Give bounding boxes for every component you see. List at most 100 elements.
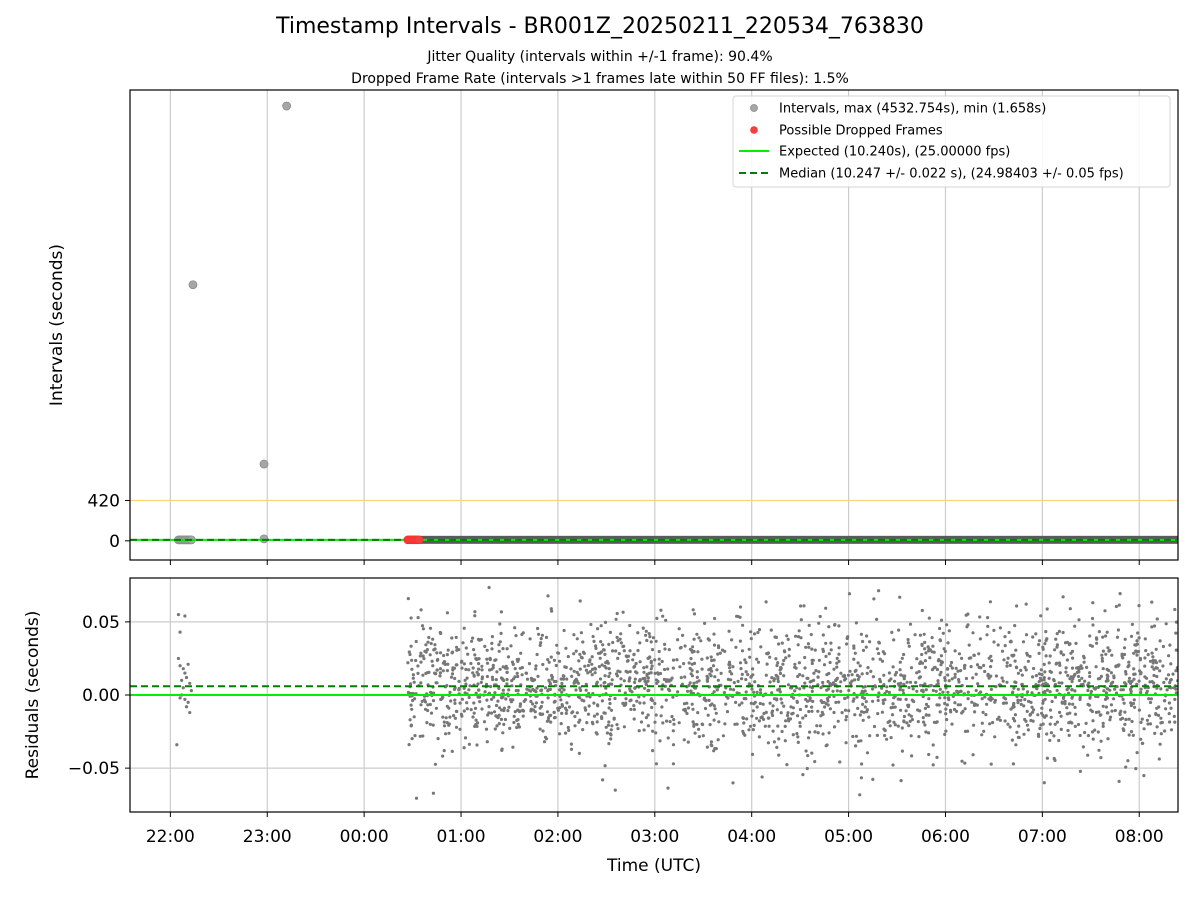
residual-point (988, 600, 993, 604)
residual-point (845, 642, 849, 646)
residual-point (480, 707, 484, 711)
residual-point (941, 631, 945, 635)
residual-point (716, 678, 720, 682)
residual-point (412, 715, 416, 719)
residual-point (977, 652, 981, 656)
legend-box (732, 95, 1171, 188)
residual-point (808, 696, 812, 700)
residual-point (1052, 734, 1056, 738)
residual-point (419, 608, 423, 612)
residual-point (408, 652, 412, 657)
residual-point (786, 683, 791, 687)
residual-point (438, 667, 443, 671)
residual-point (1048, 690, 1052, 694)
residual-point (1173, 607, 1177, 612)
residual-point (608, 671, 612, 675)
residual-point (1006, 722, 1010, 726)
residual-point (893, 705, 897, 709)
residual-point (453, 698, 457, 702)
residual-point (497, 686, 501, 691)
residual-point (816, 731, 820, 735)
residual-point (939, 618, 944, 622)
residual-point (1061, 630, 1065, 635)
residual-point (770, 691, 774, 695)
residual-point (614, 649, 618, 653)
residual-point (1097, 710, 1101, 714)
residual-point (441, 669, 445, 673)
residual-point (607, 667, 611, 671)
residual-point (912, 699, 916, 704)
residual-point (1106, 711, 1110, 715)
residual-point (1124, 765, 1128, 769)
residual-point (880, 659, 885, 663)
residual-point (607, 742, 611, 746)
residual-point (793, 665, 797, 669)
residual-point (657, 662, 661, 666)
residual-point (967, 643, 971, 647)
residual-point (569, 742, 574, 746)
residual-point (603, 620, 608, 625)
residual-point (1058, 663, 1062, 668)
residual-point (913, 633, 917, 637)
residual-point (1037, 672, 1041, 676)
residual-point (589, 622, 593, 627)
residual-point (409, 644, 413, 648)
residual-point (524, 671, 528, 675)
dropped-frame-point (414, 535, 424, 545)
residual-point (1100, 659, 1104, 663)
residual-point (596, 651, 601, 655)
residual-point (641, 677, 645, 681)
residual-point (998, 718, 1003, 723)
residual-point (1129, 703, 1133, 708)
residual-point (435, 681, 439, 685)
residual-point (1113, 687, 1117, 691)
residual-point (1126, 759, 1130, 763)
residual-point (534, 667, 538, 671)
residual-point (854, 621, 859, 625)
residual-point (1073, 689, 1077, 693)
residual-point (743, 658, 747, 662)
residual-point (1084, 721, 1088, 726)
residual-point (994, 674, 999, 678)
residual-point (1167, 701, 1171, 705)
residual-point (928, 656, 932, 660)
residual-point (798, 707, 803, 712)
residual-point (1138, 658, 1142, 662)
residual-point (447, 731, 451, 735)
residual-point (1076, 674, 1081, 679)
residual-point (603, 652, 607, 657)
residual-point (1150, 625, 1154, 629)
residual-point (410, 707, 414, 711)
residual-point (890, 713, 895, 717)
residual-point (516, 722, 520, 727)
residual-point (755, 657, 759, 661)
residual-point (1106, 679, 1110, 683)
residual-point (517, 657, 521, 661)
residual-point (952, 707, 957, 712)
residual-point (1105, 687, 1109, 691)
residual-point (896, 682, 901, 686)
residual-point (796, 740, 800, 745)
residual-point (1053, 648, 1057, 652)
residual-point (1064, 666, 1068, 670)
residual-point (665, 719, 669, 723)
residual-point (443, 662, 447, 667)
residual-point (1103, 697, 1108, 702)
residual-point (438, 674, 442, 678)
residual-point (546, 716, 551, 720)
residual-point (860, 762, 864, 766)
residual-point (413, 734, 417, 738)
residual-point (1044, 638, 1048, 643)
chart-subtitle-dropped: Dropped Frame Rate (intervals >1 frames … (351, 71, 849, 87)
residual-point (744, 670, 748, 674)
residual-point (431, 637, 435, 641)
residual-point (581, 728, 585, 732)
residual-point (939, 654, 944, 658)
residual-point (497, 713, 501, 717)
residual-point (1131, 733, 1135, 738)
residual-point (1159, 732, 1163, 736)
residual-point (728, 669, 732, 674)
residual-point (416, 616, 420, 620)
residual-point (911, 687, 915, 691)
